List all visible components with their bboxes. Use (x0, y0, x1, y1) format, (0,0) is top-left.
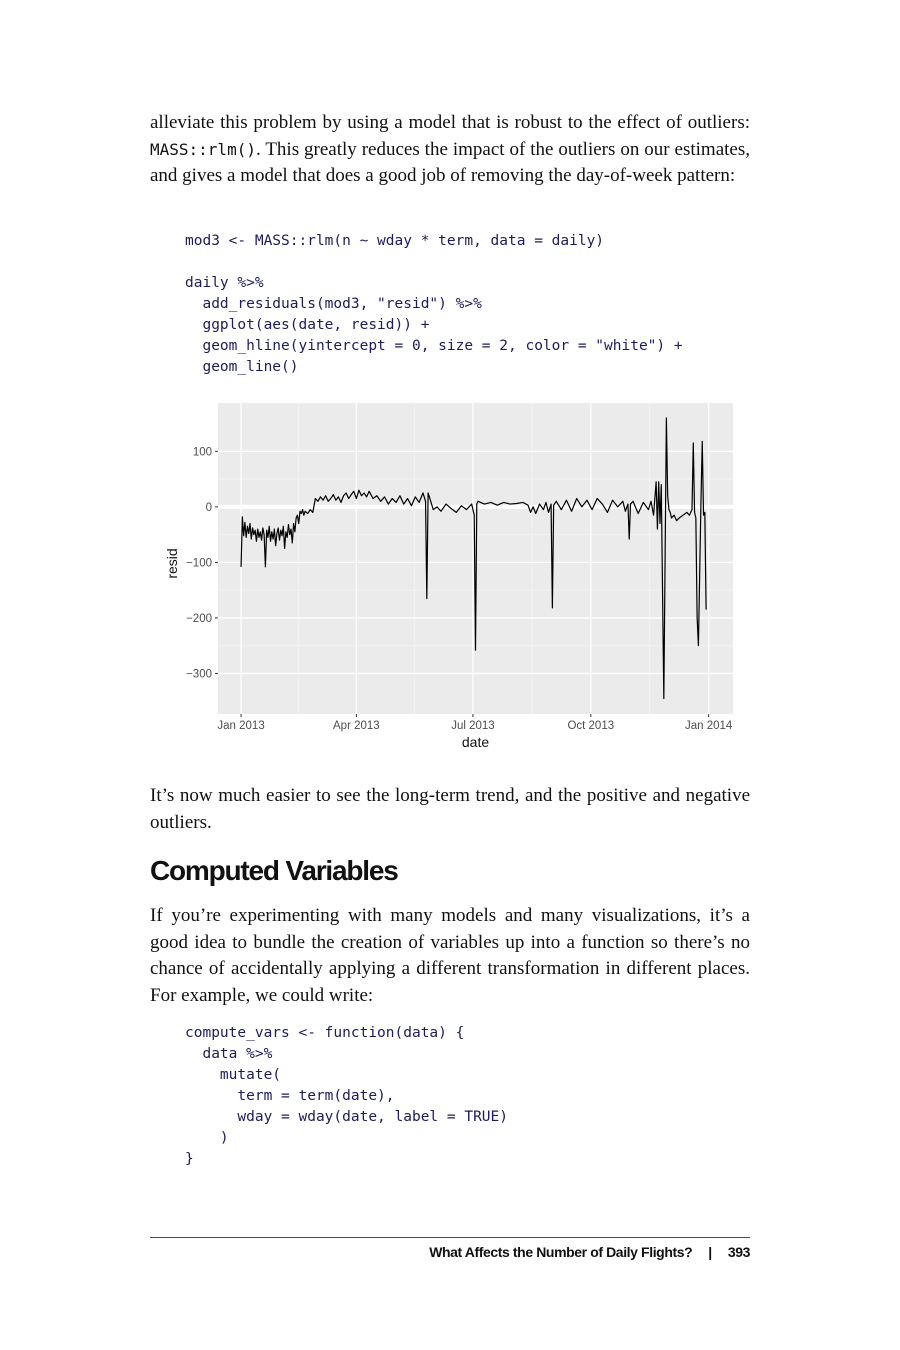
code-line: geom_line() (185, 359, 299, 375)
code-group: mod3 <- MASS::rlm(n ~ wday * term, data … (185, 231, 683, 252)
text: . This greatly reduces the impact of the… (150, 138, 750, 187)
section-heading: Computed Variables (150, 855, 399, 886)
x-tick-label: Oct 2013 (567, 720, 614, 732)
code-line: mutate( (185, 1067, 282, 1083)
y-tick-label: −200 (186, 613, 212, 625)
x-tick-label: Jan 2014 (685, 720, 733, 732)
code-line: ) (185, 1130, 229, 1146)
y-tick-label: −100 (186, 557, 212, 569)
inline-code: MASS::rlm() (150, 139, 256, 159)
page-number: 393 (727, 1244, 751, 1260)
code-group: daily %>% add_residuals(mod3, "resid") %… (185, 273, 683, 378)
footer-rule (150, 1237, 750, 1238)
code-line: ggplot(aes(date, resid)) + (185, 317, 430, 333)
code-block: mod3 <- MASS::rlm(n ~ wday * term, data … (185, 231, 683, 399)
code-line: wday = wday(date, label = TRUE) (185, 1109, 509, 1125)
code-line: daily %>% (185, 275, 264, 291)
chart: −300 −200 −100 0 100 Jan 2013 Apr 2013 Jul 2013… (164, 403, 733, 750)
code-line: term = term(date), (185, 1088, 395, 1104)
code-line: geom_hline(yintercept = 0, size = 2, col… (185, 338, 683, 354)
x-tick-label: Jan 2013 (217, 720, 264, 732)
code-line: data %>% (185, 1046, 273, 1062)
footer: What Affects the Number of Daily Flights… (429, 1244, 750, 1260)
x-axis-title: date (462, 734, 489, 750)
y-tick-label: 100 (193, 446, 212, 458)
text: alleviate this problem by using a model … (150, 112, 750, 133)
code-block: compute_vars <- function(data) { data %>… (185, 1023, 508, 1191)
separator: | (708, 1244, 712, 1260)
running-title: What Affects the Number of Daily Flights… (429, 1244, 693, 1260)
y-tick-label: −300 (186, 668, 212, 680)
code-line: } (185, 1151, 194, 1167)
paragraph: If you’re experimenting with many models… (150, 905, 750, 1006)
code-line: mod3 <- MASS::rlm(n ~ wday * term, data … (185, 233, 605, 249)
data-line (240, 417, 707, 700)
plot-panel (218, 403, 733, 714)
x-tick-label: Apr 2013 (333, 720, 380, 732)
y-axis-title: resid (164, 548, 180, 578)
code-group: compute_vars <- function(data) { data %>… (185, 1023, 508, 1170)
x-tick-label: Jul 2013 (451, 720, 494, 732)
code-line: add_residuals(mod3, "resid") %>% (185, 296, 482, 312)
paragraph: It’s now much easier to see the long-ter… (150, 785, 750, 833)
code-line: compute_vars <- function(data) { (185, 1025, 465, 1041)
y-tick-label: 0 (206, 502, 212, 514)
paragraph: alleviate this problem by using a model … (150, 110, 750, 190)
